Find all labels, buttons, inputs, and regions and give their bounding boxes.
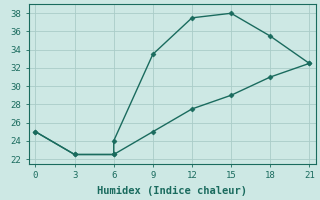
- X-axis label: Humidex (Indice chaleur): Humidex (Indice chaleur): [97, 186, 247, 196]
